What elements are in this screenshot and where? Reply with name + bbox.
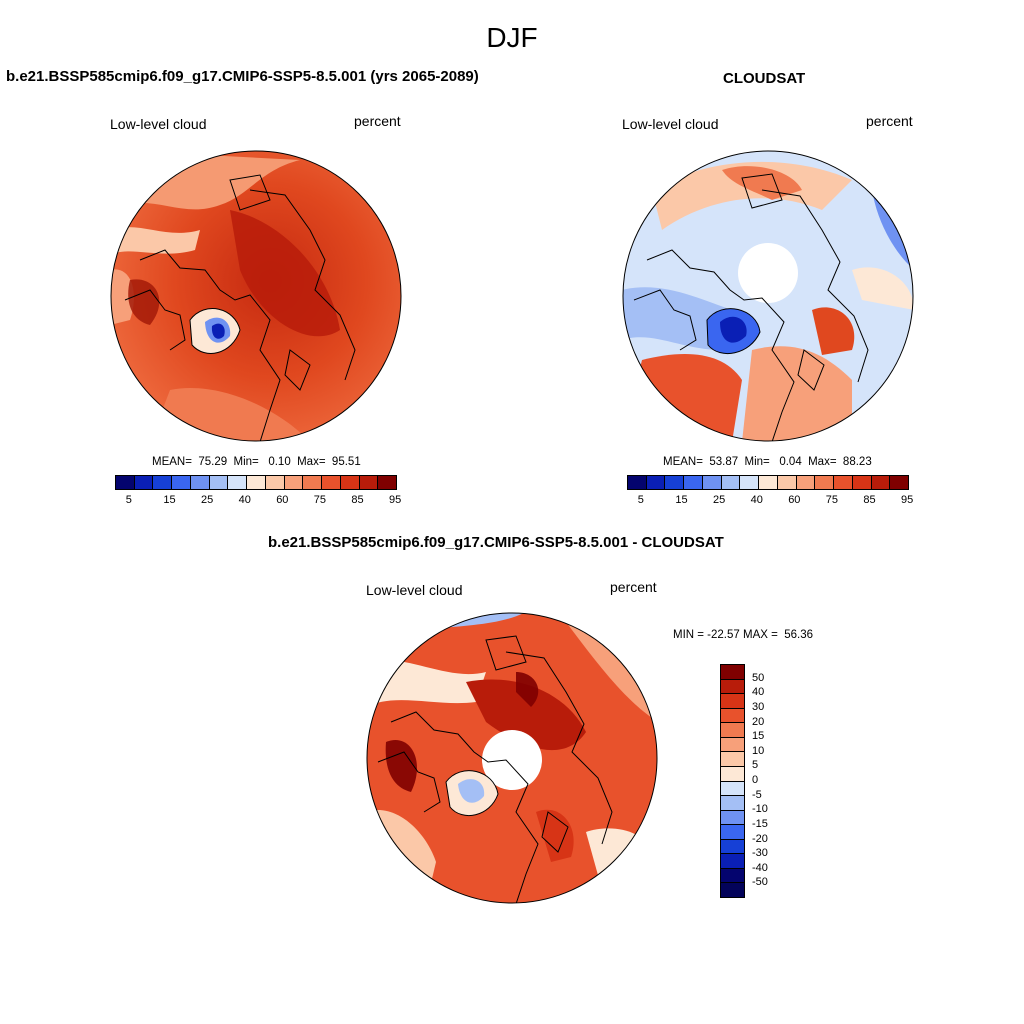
colorbar-tick-label: -40 bbox=[752, 861, 768, 874]
colorbar-swatch bbox=[665, 476, 685, 489]
colorbar-swatch bbox=[684, 476, 703, 489]
model-colorbar-ticks: 5 15 25 40 60 75 85 95 bbox=[115, 494, 401, 508]
colorbar-tick-label: 0 bbox=[752, 774, 759, 786]
colorbar-tick-label: 10 bbox=[752, 744, 765, 757]
colorbar-swatch bbox=[721, 868, 744, 884]
colorbar-tick-label: 95 bbox=[389, 494, 402, 506]
colorbar-swatch bbox=[646, 476, 666, 489]
colorbar-tick-label: -10 bbox=[752, 803, 768, 816]
colorbar-swatch bbox=[721, 825, 744, 840]
colorbar-swatch bbox=[721, 694, 744, 709]
colorbar-swatch bbox=[134, 476, 154, 489]
obs-stats: MEAN= 53.87 Min= 0.04 Max= 88.23 bbox=[663, 456, 872, 468]
colorbar-tick-label: 40 bbox=[752, 686, 765, 699]
colorbar-swatch bbox=[721, 810, 744, 826]
colorbar-swatch bbox=[777, 476, 797, 489]
colorbar-tick-label: 40 bbox=[750, 494, 763, 506]
colorbar-tick-label: 30 bbox=[752, 700, 765, 713]
colorbar-swatch bbox=[721, 476, 741, 489]
obs-polar-map bbox=[622, 150, 914, 442]
colorbar-swatch bbox=[721, 796, 744, 811]
colorbar-swatch bbox=[852, 476, 872, 489]
colorbar-tick-label: 15 bbox=[752, 730, 765, 743]
colorbar-tick-label: 25 bbox=[713, 494, 726, 506]
colorbar-tick-label: 15 bbox=[675, 494, 688, 506]
colorbar-tick-label: 25 bbox=[201, 494, 214, 506]
colorbar-swatch bbox=[340, 476, 360, 489]
diff-panel-title: b.e21.BSSP585cmip6.f09_g17.CMIP6-SSP5-8.… bbox=[268, 534, 724, 551]
colorbar-tick-label: 50 bbox=[752, 671, 765, 684]
colorbar-swatch bbox=[721, 839, 744, 855]
colorbar-tick-label: 75 bbox=[313, 494, 327, 506]
model-panel-title: b.e21.BSSP585cmip6.f09_g17.CMIP6-SSP5-8.… bbox=[6, 68, 479, 85]
colorbar-swatch bbox=[228, 476, 248, 489]
colorbar-swatch bbox=[190, 476, 210, 489]
colorbar-tick-label: 40 bbox=[238, 494, 251, 506]
model-units-label: percent bbox=[354, 113, 401, 129]
colorbar-swatch bbox=[628, 476, 647, 489]
diff-polar-map bbox=[366, 612, 658, 904]
colorbar-tick-label: 20 bbox=[752, 715, 765, 728]
colorbar-swatch bbox=[265, 476, 285, 489]
colorbar-swatch bbox=[284, 476, 304, 489]
colorbar-swatch bbox=[721, 883, 744, 897]
colorbar-tick-label: -30 bbox=[752, 847, 768, 860]
obs-colorbar bbox=[627, 475, 909, 490]
colorbar-tick-label: -15 bbox=[752, 817, 768, 830]
model-polar-map bbox=[110, 150, 402, 442]
colorbar-swatch bbox=[721, 737, 744, 753]
obs-panel-title: CLOUDSAT bbox=[723, 70, 806, 87]
colorbar-swatch bbox=[721, 679, 744, 695]
colorbar-swatch bbox=[721, 766, 744, 782]
obs-variable-label: Low-level cloud bbox=[622, 116, 719, 132]
colorbar-tick-label: 95 bbox=[901, 494, 914, 506]
colorbar-swatch bbox=[721, 665, 744, 680]
colorbar-swatch bbox=[834, 476, 853, 489]
colorbar-swatch bbox=[721, 708, 744, 724]
colorbar-swatch bbox=[702, 476, 722, 489]
colorbar-swatch bbox=[759, 476, 778, 489]
colorbar-swatch bbox=[322, 476, 341, 489]
colorbar-swatch bbox=[721, 781, 744, 797]
diff-stats: MIN = -22.57 MAX = 56.36 bbox=[673, 629, 813, 641]
colorbar-tick-label: 15 bbox=[163, 494, 176, 506]
diff-colorbar-ticks: 50 40 30 20 15 10 5 0 -5 -10 -15 -20 -30 -40 -50 bbox=[750, 664, 790, 898]
obs-colorbar-ticks: 5 15 25 40 60 75 85 95 bbox=[627, 494, 913, 508]
colorbar-tick-label: 75 bbox=[825, 494, 839, 506]
colorbar-tick-label: 5 bbox=[637, 494, 644, 506]
diff-colorbar bbox=[720, 664, 745, 898]
colorbar-swatch bbox=[378, 476, 397, 489]
colorbar-swatch bbox=[116, 476, 135, 489]
colorbar-swatch bbox=[721, 723, 744, 738]
model-colorbar bbox=[115, 475, 397, 490]
colorbar-tick-label: 60 bbox=[788, 494, 801, 506]
colorbar-tick-label: 85 bbox=[351, 494, 364, 506]
season-title: DJF bbox=[486, 22, 538, 53]
colorbar-tick-label: -5 bbox=[752, 788, 762, 801]
colorbar-swatch bbox=[721, 854, 744, 869]
colorbar-swatch bbox=[303, 476, 323, 489]
diff-units-label: percent bbox=[610, 579, 657, 595]
colorbar-swatch bbox=[890, 476, 909, 489]
model-variable-label: Low-level cloud bbox=[110, 116, 207, 132]
colorbar-swatch bbox=[359, 476, 379, 489]
colorbar-swatch bbox=[721, 752, 744, 767]
colorbar-swatch bbox=[247, 476, 266, 489]
colorbar-swatch bbox=[871, 476, 891, 489]
colorbar-swatch bbox=[153, 476, 173, 489]
colorbar-tick-label: 5 bbox=[752, 759, 759, 772]
colorbar-tick-label: 5 bbox=[125, 494, 132, 506]
colorbar-swatch bbox=[209, 476, 229, 489]
colorbar-swatch bbox=[815, 476, 835, 489]
obs-units-label: percent bbox=[866, 113, 913, 129]
colorbar-tick-label: 85 bbox=[863, 494, 876, 506]
colorbar-swatch bbox=[796, 476, 816, 489]
colorbar-swatch bbox=[740, 476, 760, 489]
model-stats: MEAN= 75.29 Min= 0.10 Max= 95.51 bbox=[152, 456, 361, 468]
diff-variable-label: Low-level cloud bbox=[366, 582, 463, 598]
colorbar-tick-label: 60 bbox=[276, 494, 289, 506]
colorbar-tick-label: -50 bbox=[752, 876, 768, 889]
colorbar-tick-label: -20 bbox=[752, 832, 768, 845]
colorbar-swatch bbox=[172, 476, 191, 489]
